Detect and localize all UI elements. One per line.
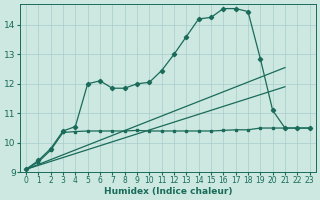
X-axis label: Humidex (Indice chaleur): Humidex (Indice chaleur): [104, 187, 232, 196]
